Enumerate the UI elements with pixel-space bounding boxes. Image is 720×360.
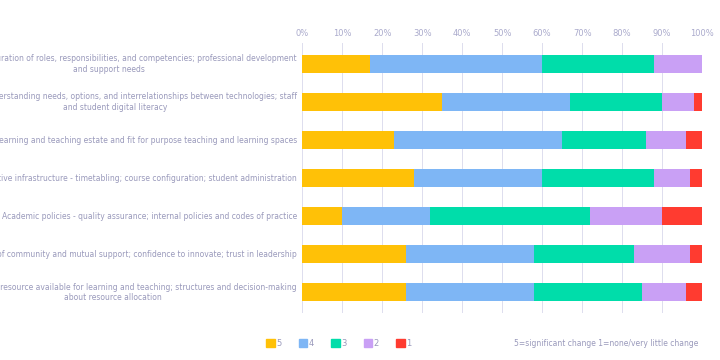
Bar [302,93,442,111]
Text: 3: 3 [341,339,346,348]
Text: 5=significant change 1=none/very little change: 5=significant change 1=none/very little … [514,339,698,348]
Bar [302,245,406,264]
Bar [570,93,662,111]
Bar [662,93,694,111]
Bar [534,283,642,301]
Bar [654,55,702,73]
Bar [302,55,370,73]
Bar [542,169,654,187]
Bar [343,207,431,225]
Text: 4: 4 [309,339,314,348]
Bar [442,93,570,111]
Bar [642,283,686,301]
Bar [662,207,702,225]
Text: 2: 2 [374,339,379,348]
Bar [302,283,406,301]
Bar [634,245,690,264]
Bar [590,207,662,225]
Bar [690,169,702,187]
Bar [406,283,534,301]
Bar [686,283,702,301]
Text: 5: 5 [276,339,282,348]
Bar [646,131,686,149]
Bar [395,131,562,149]
Bar [414,169,542,187]
Text: 1: 1 [406,339,411,348]
Bar [686,131,702,149]
Bar [694,93,702,111]
Bar [431,207,590,225]
Bar [654,169,690,187]
Bar [562,131,646,149]
Bar [302,207,343,225]
Bar [542,55,654,73]
Bar [534,245,634,264]
Bar [302,169,414,187]
Bar [690,245,702,264]
Bar [302,131,395,149]
Bar [370,55,542,73]
Bar [406,245,534,264]
